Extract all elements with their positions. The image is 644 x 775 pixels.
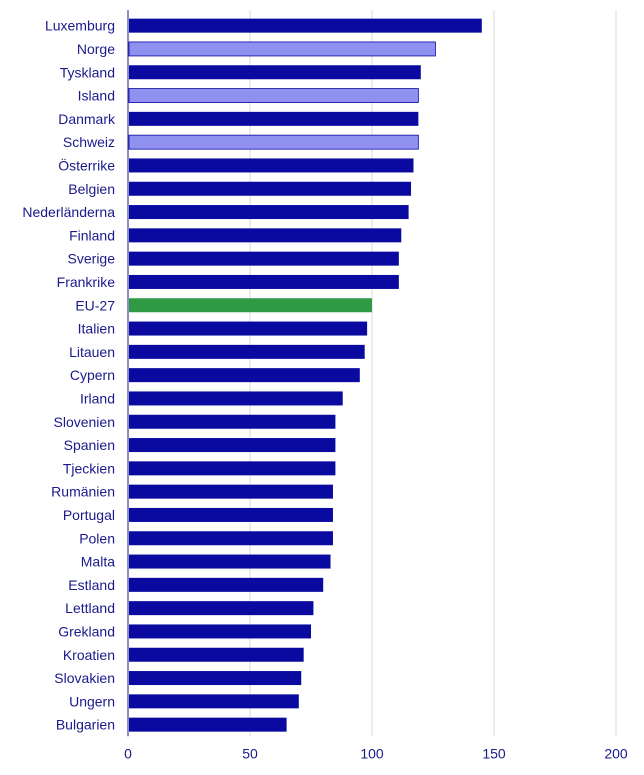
category-label: Lettland: [65, 600, 115, 616]
bar-slovakien: [129, 671, 302, 686]
category-label: Norge: [77, 41, 115, 57]
category-label: Nederländerna: [22, 204, 115, 220]
bar-sverige: [129, 251, 399, 266]
x-tick-label: 0: [124, 745, 132, 761]
bars: [128, 18, 482, 732]
category-label: Slovakien: [54, 670, 115, 686]
category-label: Sverige: [68, 251, 116, 267]
category-label: Schweiz: [63, 134, 115, 150]
bar-island: [128, 88, 419, 103]
bar-bulgarien: [129, 717, 287, 732]
bar-portugal: [129, 507, 333, 522]
bar-nederländerna: [129, 205, 409, 220]
bar-österrike: [129, 158, 414, 173]
category-label: Island: [78, 88, 115, 104]
bar-malta: [129, 554, 331, 569]
category-label: Belgien: [68, 181, 115, 197]
category-label: Rumänien: [51, 484, 115, 500]
bar-luxemburg: [129, 18, 482, 33]
x-tick-label: 50: [242, 745, 258, 761]
bar-grekland: [129, 624, 311, 639]
x-tick-label: 200: [604, 745, 628, 761]
bar-cypern: [129, 368, 360, 383]
category-label: Portugal: [63, 507, 115, 523]
bar-litauen: [129, 344, 365, 359]
bar-eu-27: [129, 298, 372, 313]
bar-schweiz: [128, 134, 419, 150]
bar-tjeckien: [129, 461, 336, 476]
bar-estland: [129, 577, 324, 592]
category-label: Litauen: [69, 344, 115, 360]
x-tick-label: 150: [482, 745, 506, 761]
bar-slovenien: [129, 414, 336, 429]
bar-ungern: [129, 694, 299, 709]
category-label: Estland: [68, 577, 115, 593]
category-label: Grekland: [58, 623, 115, 639]
category-label: Kroatien: [63, 647, 115, 663]
x-tick-labels: 0 50 100 150 200: [124, 745, 628, 761]
category-labels: Luxemburg Norge Tyskland Island Danmark Schwe…: [22, 18, 116, 733]
category-label: Spanien: [64, 437, 115, 453]
bar-polen: [129, 531, 333, 546]
category-label: Danmark: [58, 111, 116, 127]
category-label: Slovenien: [54, 414, 116, 430]
x-tick-label: 100: [360, 745, 384, 761]
category-label: Frankrike: [57, 274, 116, 290]
category-label: EU-27: [75, 297, 115, 313]
category-label: Cypern: [70, 367, 115, 383]
bar-rumänien: [129, 484, 333, 499]
bar-irland: [129, 391, 343, 406]
category-label: Ungern: [69, 693, 115, 709]
bar-spanien: [129, 438, 336, 453]
bar-danmark: [129, 111, 419, 126]
bar-frankrike: [129, 274, 399, 289]
bar-tyskland: [129, 65, 421, 80]
category-label: Österrike: [58, 156, 115, 173]
bar-kroatien: [129, 647, 304, 662]
category-label: Tjeckien: [63, 460, 115, 476]
category-label: Italien: [78, 321, 115, 337]
category-label: Tyskland: [60, 64, 115, 80]
bar-finland: [129, 228, 402, 243]
category-label: Polen: [79, 530, 115, 546]
bar-norge: [128, 41, 436, 57]
bar-belgien: [129, 181, 412, 196]
bar-italien: [129, 321, 368, 336]
category-label: Luxemburg: [45, 18, 115, 34]
bar-lettland: [129, 601, 314, 616]
category-label: Malta: [81, 554, 115, 570]
category-label: Irland: [80, 390, 115, 406]
category-label: Bulgarien: [56, 717, 115, 733]
category-label: Finland: [69, 227, 115, 243]
